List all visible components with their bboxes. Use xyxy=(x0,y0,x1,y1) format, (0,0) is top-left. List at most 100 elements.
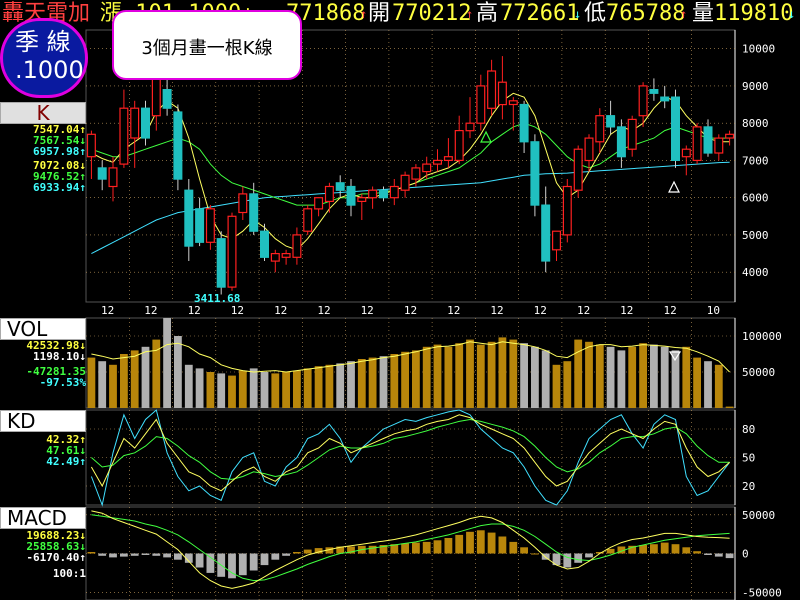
k-x-tick: 12 xyxy=(490,304,503,317)
k-x-tick: 12 xyxy=(274,304,287,317)
candle-body xyxy=(725,133,735,139)
volume-bar xyxy=(660,346,669,408)
kd-value-k: 42.32↑ xyxy=(46,433,86,446)
candle-body xyxy=(270,253,280,262)
k-axis-tick: 8000 xyxy=(742,117,769,130)
volume-bar xyxy=(195,368,204,408)
kd-k-line xyxy=(90,414,730,492)
vol-panel-frame xyxy=(85,317,736,409)
high-arrow: ↓ xyxy=(574,7,582,21)
volume-bar xyxy=(422,346,431,408)
candle-body xyxy=(314,197,324,210)
candle-body xyxy=(86,133,96,158)
vol-value-3: -47281.35 xyxy=(26,365,86,378)
candle-body xyxy=(422,163,432,173)
macd-histogram-bar xyxy=(509,541,518,554)
macd-histogram-bar xyxy=(249,553,258,571)
macd-histogram-bar xyxy=(379,545,388,554)
macd-histogram-bar xyxy=(314,548,323,554)
close-arrow: ↑ xyxy=(360,7,368,21)
macd-histogram-bar xyxy=(433,540,442,554)
volume-bar xyxy=(401,351,409,408)
candle-body xyxy=(357,197,367,202)
macd-dif-line xyxy=(91,510,730,589)
candle-body xyxy=(97,167,107,180)
macd-histogram-bar xyxy=(606,548,615,554)
macd-histogram-bar xyxy=(498,536,507,554)
candle-body xyxy=(551,230,561,251)
annotation-callout: 3個月畫一根K線 xyxy=(112,10,302,80)
macd-histogram-bar xyxy=(282,553,290,556)
candle-body xyxy=(487,70,497,109)
macd-histogram-bar xyxy=(174,553,182,560)
macd-histogram-bar xyxy=(714,553,723,557)
vol-axis-tick: 50000 xyxy=(742,366,775,379)
macd-histogram-bar xyxy=(476,530,485,554)
macd-histogram-bar xyxy=(682,547,691,554)
k-value-2: 7567.54↓ xyxy=(33,134,86,147)
candle-body xyxy=(389,185,399,199)
candle-body xyxy=(595,115,605,143)
macd-histogram-bar xyxy=(228,553,236,579)
macd-axis-tick: -50000 xyxy=(742,586,782,599)
low-arrow: ↑ xyxy=(680,7,688,21)
macd-histogram-bar xyxy=(455,534,464,554)
k-value-4: 7072.08↓ xyxy=(33,159,86,172)
candle-body xyxy=(703,126,713,154)
volume-bar xyxy=(282,372,290,408)
volume-bar xyxy=(379,356,388,408)
candle-body xyxy=(649,88,659,94)
macd-panel-label[interactable]: MACD xyxy=(0,507,86,529)
macd-histogram-bar xyxy=(639,545,647,554)
macd-histogram-bar xyxy=(109,553,117,558)
macd-histogram-bar xyxy=(206,553,215,573)
macd-histogram-bar xyxy=(195,553,204,568)
macd-histogram-bar xyxy=(293,552,301,554)
vol-value-2: 1198.10↓ xyxy=(33,350,86,363)
volume-bar xyxy=(433,344,442,408)
candle-body xyxy=(368,189,378,199)
volume-bar xyxy=(466,339,474,408)
annotation-text: 3個月畫一根K線 xyxy=(141,38,273,59)
period-badge[interactable]: 季 線 .1000 xyxy=(0,18,88,98)
candle-body xyxy=(195,208,205,243)
vol-ma-line xyxy=(91,341,730,373)
candle-body xyxy=(249,193,259,232)
volume-bar xyxy=(249,368,258,408)
volume-bar xyxy=(541,350,550,408)
macd-histogram-bar xyxy=(238,553,247,576)
volume-bar xyxy=(617,350,626,408)
kd-d-line xyxy=(91,418,730,480)
macd-histogram-bar xyxy=(541,553,550,560)
macd-histogram-bar xyxy=(595,552,604,554)
k-x-tick: 12 xyxy=(317,304,330,317)
macd-histogram-bar xyxy=(520,547,528,554)
macd-histogram-bar xyxy=(574,553,583,563)
macd-histogram-bar xyxy=(671,544,680,554)
candle-body xyxy=(692,126,702,162)
macd-value-dea: 25858.63↓ xyxy=(26,540,86,553)
macd-histogram-bar xyxy=(617,546,626,554)
macd-histogram-bar xyxy=(87,552,96,554)
volume-bar xyxy=(628,346,637,408)
kd-panel-label[interactable]: KD xyxy=(0,410,86,432)
k-x-tick: 12 xyxy=(231,304,244,317)
candle-body xyxy=(346,185,356,206)
macd-histogram-bar xyxy=(412,542,420,554)
candle-body xyxy=(606,115,616,128)
macd-histogram-bar xyxy=(325,547,334,554)
candle-body xyxy=(465,122,475,132)
candle-body xyxy=(627,118,637,150)
k-panel-label[interactable]: K xyxy=(0,102,86,124)
open-arrow: ↑ xyxy=(466,7,474,21)
volume-bar xyxy=(228,375,236,408)
candle-body xyxy=(508,100,518,106)
volume-bar xyxy=(184,364,193,408)
macd-histogram-bar xyxy=(390,544,399,554)
candle-body xyxy=(443,156,453,161)
volume-bar xyxy=(487,341,496,408)
vol-panel-label[interactable]: VOL xyxy=(0,318,86,340)
candle-body xyxy=(519,103,529,143)
volume-bar xyxy=(152,339,161,408)
volume-bar xyxy=(509,339,518,408)
